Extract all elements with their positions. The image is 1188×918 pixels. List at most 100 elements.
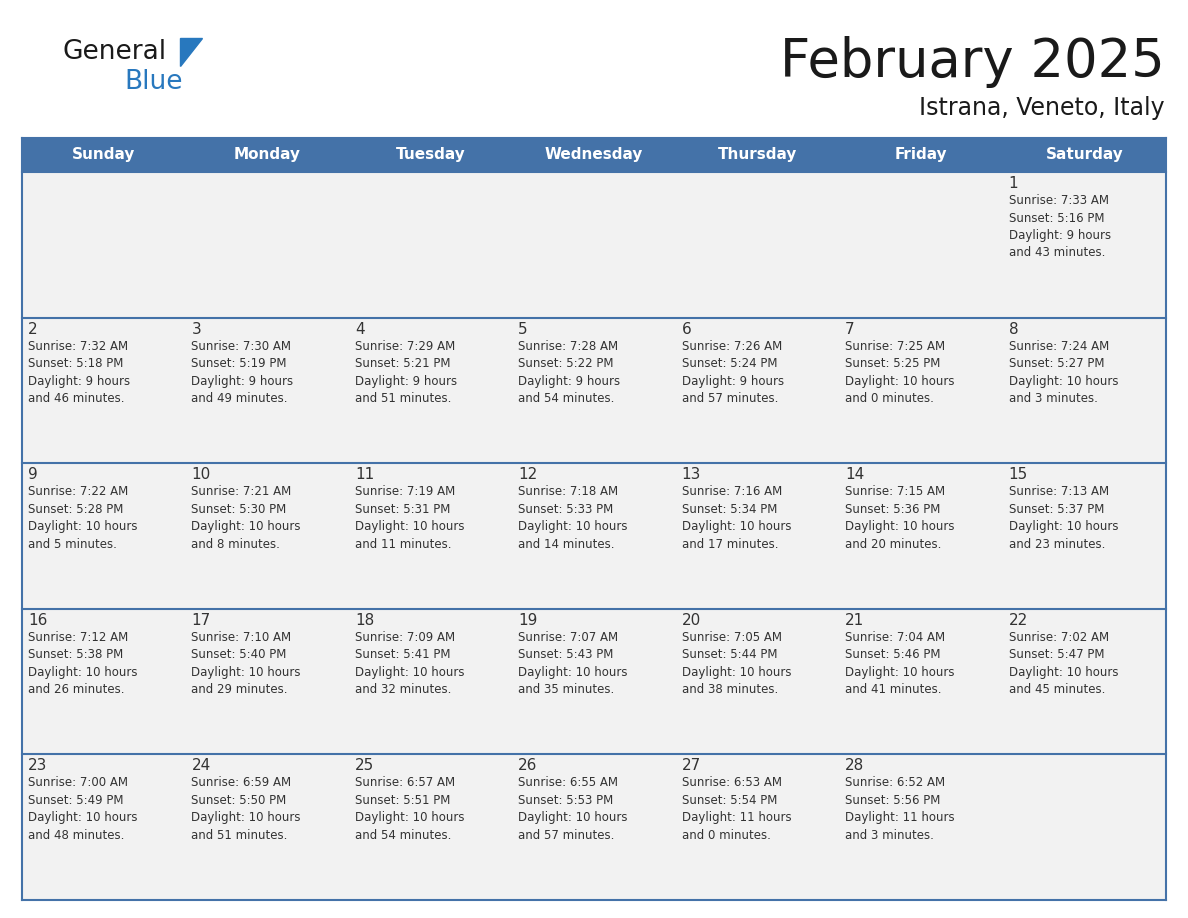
Text: Sunrise: 7:26 AM
Sunset: 5:24 PM
Daylight: 9 hours
and 57 minutes.: Sunrise: 7:26 AM Sunset: 5:24 PM Dayligh…	[682, 340, 784, 405]
Text: 13: 13	[682, 467, 701, 482]
Bar	[349, 464, 512, 609]
Bar	[512, 318, 676, 464]
Bar	[512, 138, 676, 172]
Bar	[839, 318, 1003, 464]
Text: Sunrise: 6:59 AM
Sunset: 5:50 PM
Daylight: 10 hours
and 51 minutes.: Sunrise: 6:59 AM Sunset: 5:50 PM Dayligh…	[191, 777, 301, 842]
Bar	[185, 609, 349, 755]
Bar	[1003, 609, 1165, 755]
Bar	[349, 172, 512, 318]
Text: Sunrise: 7:29 AM
Sunset: 5:21 PM
Daylight: 9 hours
and 51 minutes.: Sunrise: 7:29 AM Sunset: 5:21 PM Dayligh…	[355, 340, 457, 405]
Text: Sunrise: 7:00 AM
Sunset: 5:49 PM
Daylight: 10 hours
and 48 minutes.: Sunrise: 7:00 AM Sunset: 5:49 PM Dayligh…	[29, 777, 138, 842]
Text: Sunrise: 7:09 AM
Sunset: 5:41 PM
Daylight: 10 hours
and 32 minutes.: Sunrise: 7:09 AM Sunset: 5:41 PM Dayligh…	[355, 631, 465, 696]
Text: Sunrise: 7:04 AM
Sunset: 5:46 PM
Daylight: 10 hours
and 41 minutes.: Sunrise: 7:04 AM Sunset: 5:46 PM Dayligh…	[845, 631, 955, 696]
Bar	[23, 318, 185, 464]
Text: 11: 11	[355, 467, 374, 482]
Text: 9: 9	[29, 467, 38, 482]
Text: Sunrise: 7:15 AM
Sunset: 5:36 PM
Daylight: 10 hours
and 20 minutes.: Sunrise: 7:15 AM Sunset: 5:36 PM Dayligh…	[845, 486, 955, 551]
Text: Sunrise: 7:24 AM
Sunset: 5:27 PM
Daylight: 10 hours
and 3 minutes.: Sunrise: 7:24 AM Sunset: 5:27 PM Dayligh…	[1009, 340, 1118, 405]
Bar	[839, 609, 1003, 755]
Text: Sunrise: 7:05 AM
Sunset: 5:44 PM
Daylight: 10 hours
and 38 minutes.: Sunrise: 7:05 AM Sunset: 5:44 PM Dayligh…	[682, 631, 791, 696]
Bar	[185, 138, 349, 172]
Bar	[1003, 172, 1165, 318]
Text: 12: 12	[518, 467, 537, 482]
Text: 25: 25	[355, 758, 374, 773]
Text: 3: 3	[191, 321, 201, 337]
Bar	[512, 464, 676, 609]
Text: Sunrise: 7:32 AM
Sunset: 5:18 PM
Daylight: 9 hours
and 46 minutes.: Sunrise: 7:32 AM Sunset: 5:18 PM Dayligh…	[29, 340, 131, 405]
Bar	[512, 755, 676, 900]
Text: Sunrise: 6:52 AM
Sunset: 5:56 PM
Daylight: 11 hours
and 3 minutes.: Sunrise: 6:52 AM Sunset: 5:56 PM Dayligh…	[845, 777, 955, 842]
Text: Saturday: Saturday	[1045, 148, 1123, 162]
Bar	[676, 755, 839, 900]
Bar	[185, 755, 349, 900]
Text: Sunrise: 7:30 AM
Sunset: 5:19 PM
Daylight: 9 hours
and 49 minutes.: Sunrise: 7:30 AM Sunset: 5:19 PM Dayligh…	[191, 340, 293, 405]
Text: General: General	[62, 39, 166, 65]
Text: Sunrise: 7:13 AM
Sunset: 5:37 PM
Daylight: 10 hours
and 23 minutes.: Sunrise: 7:13 AM Sunset: 5:37 PM Dayligh…	[1009, 486, 1118, 551]
Bar	[349, 755, 512, 900]
Text: 26: 26	[518, 758, 538, 773]
Bar	[23, 464, 185, 609]
Text: Sunrise: 7:33 AM
Sunset: 5:16 PM
Daylight: 9 hours
and 43 minutes.: Sunrise: 7:33 AM Sunset: 5:16 PM Dayligh…	[1009, 194, 1111, 260]
Bar	[676, 609, 839, 755]
Bar	[185, 172, 349, 318]
Bar	[839, 464, 1003, 609]
Bar	[23, 172, 185, 318]
Text: Sunrise: 7:25 AM
Sunset: 5:25 PM
Daylight: 10 hours
and 0 minutes.: Sunrise: 7:25 AM Sunset: 5:25 PM Dayligh…	[845, 340, 955, 405]
Bar	[512, 609, 676, 755]
Text: Sunrise: 7:07 AM
Sunset: 5:43 PM
Daylight: 10 hours
and 35 minutes.: Sunrise: 7:07 AM Sunset: 5:43 PM Dayligh…	[518, 631, 627, 696]
Bar	[1003, 138, 1165, 172]
Text: Sunrise: 7:21 AM
Sunset: 5:30 PM
Daylight: 10 hours
and 8 minutes.: Sunrise: 7:21 AM Sunset: 5:30 PM Dayligh…	[191, 486, 301, 551]
Text: Tuesday: Tuesday	[396, 148, 466, 162]
Bar	[23, 138, 185, 172]
Text: 14: 14	[845, 467, 865, 482]
Bar	[349, 609, 512, 755]
Text: Sunrise: 7:22 AM
Sunset: 5:28 PM
Daylight: 10 hours
and 5 minutes.: Sunrise: 7:22 AM Sunset: 5:28 PM Dayligh…	[29, 486, 138, 551]
Bar	[839, 172, 1003, 318]
Text: 17: 17	[191, 613, 210, 628]
Text: Friday: Friday	[895, 148, 947, 162]
Text: 15: 15	[1009, 467, 1028, 482]
Text: 22: 22	[1009, 613, 1028, 628]
Text: 8: 8	[1009, 321, 1018, 337]
Text: Sunrise: 7:18 AM
Sunset: 5:33 PM
Daylight: 10 hours
and 14 minutes.: Sunrise: 7:18 AM Sunset: 5:33 PM Dayligh…	[518, 486, 627, 551]
Bar	[676, 318, 839, 464]
Text: 10: 10	[191, 467, 210, 482]
Text: Wednesday: Wednesday	[545, 148, 643, 162]
Text: 4: 4	[355, 321, 365, 337]
Text: Istrana, Veneto, Italy: Istrana, Veneto, Italy	[920, 96, 1165, 120]
Text: 27: 27	[682, 758, 701, 773]
Text: Monday: Monday	[234, 148, 301, 162]
Text: 5: 5	[518, 321, 527, 337]
Bar	[23, 755, 185, 900]
Polygon shape	[181, 38, 202, 66]
Text: 6: 6	[682, 321, 691, 337]
Text: Sunrise: 7:02 AM
Sunset: 5:47 PM
Daylight: 10 hours
and 45 minutes.: Sunrise: 7:02 AM Sunset: 5:47 PM Dayligh…	[1009, 631, 1118, 696]
Text: 7: 7	[845, 321, 855, 337]
Bar	[676, 464, 839, 609]
Text: Sunday: Sunday	[72, 148, 135, 162]
Text: 28: 28	[845, 758, 865, 773]
Text: Blue: Blue	[124, 69, 183, 95]
Text: Sunrise: 7:10 AM
Sunset: 5:40 PM
Daylight: 10 hours
and 29 minutes.: Sunrise: 7:10 AM Sunset: 5:40 PM Dayligh…	[191, 631, 301, 696]
Bar	[23, 609, 185, 755]
Bar	[1003, 464, 1165, 609]
Text: 16: 16	[29, 613, 48, 628]
Text: 21: 21	[845, 613, 865, 628]
Bar	[676, 138, 839, 172]
Text: 19: 19	[518, 613, 538, 628]
Bar	[349, 138, 512, 172]
Text: Sunrise: 7:28 AM
Sunset: 5:22 PM
Daylight: 9 hours
and 54 minutes.: Sunrise: 7:28 AM Sunset: 5:22 PM Dayligh…	[518, 340, 620, 405]
Text: 24: 24	[191, 758, 210, 773]
Bar	[839, 755, 1003, 900]
Text: Thursday: Thursday	[718, 148, 797, 162]
Text: Sunrise: 6:53 AM
Sunset: 5:54 PM
Daylight: 11 hours
and 0 minutes.: Sunrise: 6:53 AM Sunset: 5:54 PM Dayligh…	[682, 777, 791, 842]
Bar	[1003, 318, 1165, 464]
Text: Sunrise: 6:57 AM
Sunset: 5:51 PM
Daylight: 10 hours
and 54 minutes.: Sunrise: 6:57 AM Sunset: 5:51 PM Dayligh…	[355, 777, 465, 842]
Text: 1: 1	[1009, 176, 1018, 191]
Bar	[1003, 755, 1165, 900]
Bar	[185, 464, 349, 609]
Text: 23: 23	[29, 758, 48, 773]
Text: 18: 18	[355, 613, 374, 628]
Text: Sunrise: 7:19 AM
Sunset: 5:31 PM
Daylight: 10 hours
and 11 minutes.: Sunrise: 7:19 AM Sunset: 5:31 PM Dayligh…	[355, 486, 465, 551]
Bar	[839, 138, 1003, 172]
